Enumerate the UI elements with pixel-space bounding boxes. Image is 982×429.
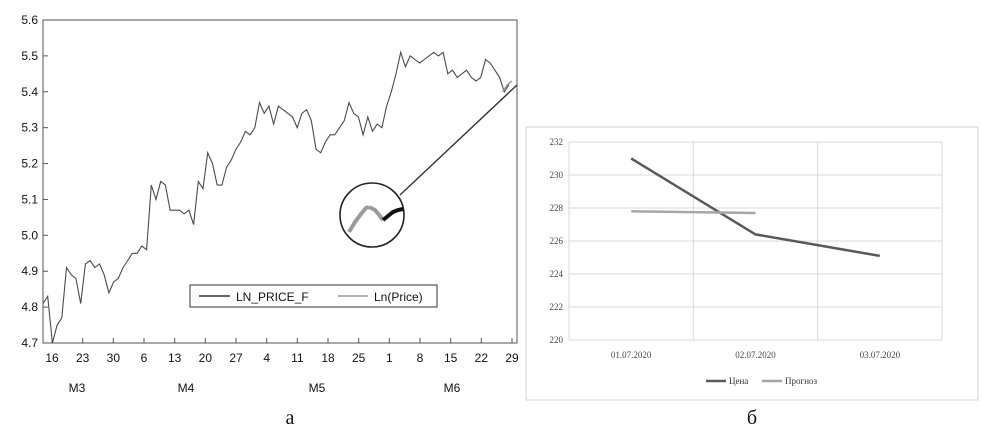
chart-b-y-axis: 220 222 224 226 228 230 232 <box>550 137 564 345</box>
chart-a-legend-box <box>189 284 438 308</box>
chart-a-month-labels: M3 M4 M5 M6 <box>69 381 461 395</box>
chart-a-x-axis: 16 23 30 6 13 20 27 4 11 18 25 1 8 15 22 29 <box>45 338 519 365</box>
x-tick-label: 13 <box>168 351 182 365</box>
x-tick-label: 11 <box>291 351 304 365</box>
y-tick-label: 232 <box>550 137 564 147</box>
series-line-cena <box>630 157 881 258</box>
zoom-pointer-line <box>399 84 518 196</box>
panel-a-label: а <box>286 407 295 429</box>
series-line-prognoz <box>631 210 756 215</box>
zoom-forecast-segment-2 <box>368 205 385 222</box>
zoom-actual-segment <box>381 207 404 222</box>
month-label: M5 <box>309 381 326 395</box>
legend-label-cena: Цена <box>729 376 748 386</box>
y-tick-label: 230 <box>550 170 564 180</box>
x-tick-label: 29 <box>505 351 519 365</box>
legend-label-prognoz: Прогноз <box>785 376 818 386</box>
x-tick-label: 01.07.2020 <box>611 350 652 360</box>
month-label: M6 <box>444 381 461 395</box>
zoom-magnifier-circle <box>339 182 405 248</box>
chart-a: 4.7 4.8 4.9 5.0 5.1 5.2 5.3 5.4 5.5 5.6 16 23 30 6 13… <box>21 13 519 429</box>
series-line-ln-price-f <box>42 50 510 344</box>
chart-b-gridlines <box>568 141 943 341</box>
y-tick-label: 226 <box>550 236 564 246</box>
y-tick-label: 224 <box>550 269 564 279</box>
chart-a-plot-frame <box>42 19 518 344</box>
zoom-forecast-segment <box>347 205 370 234</box>
panel-b-label: б <box>747 407 757 429</box>
y-tick-label: 4.9 <box>21 264 38 278</box>
month-label: M3 <box>69 381 86 395</box>
legend-label-ln-price: Ln(Price) <box>374 290 423 304</box>
x-tick-label: 02.07.2020 <box>735 350 776 360</box>
y-tick-label: 228 <box>550 203 564 213</box>
y-tick-label: 222 <box>550 302 564 312</box>
x-tick-label: 4 <box>263 351 270 365</box>
y-tick-label: 5.5 <box>21 49 38 63</box>
x-tick-label: 1 <box>386 351 393 365</box>
x-tick-label: 18 <box>321 351 335 365</box>
x-tick-label: 6 <box>141 351 148 365</box>
chart-b: 220 222 224 226 228 230 232 01.07.2020 02.07.20… <box>525 126 979 429</box>
month-label: M4 <box>178 381 195 395</box>
x-tick-label: 20 <box>199 351 213 365</box>
y-tick-label: 5.6 <box>21 13 38 27</box>
x-tick-label: 30 <box>107 351 121 365</box>
chart-b-x-axis: 01.07.2020 02.07.2020 03.07.2020 <box>611 350 901 360</box>
x-tick-label: 25 <box>352 351 366 365</box>
y-tick-label: 5.0 <box>21 228 38 242</box>
y-tick-label: 4.8 <box>21 300 38 314</box>
y-tick-label: 5.1 <box>21 192 38 206</box>
x-tick-label: 23 <box>76 351 90 365</box>
y-tick-label: 5.4 <box>21 85 38 99</box>
y-tick-label: 4.7 <box>21 336 38 350</box>
y-tick-label: 5.3 <box>21 121 38 135</box>
x-tick-label: 16 <box>45 351 59 365</box>
y-tick-label: 5.2 <box>21 157 38 171</box>
series-line-ln-price <box>502 80 513 93</box>
x-tick-label: 22 <box>475 351 489 365</box>
chart-a-series <box>42 50 513 344</box>
x-tick-label: 15 <box>444 351 458 365</box>
chart-b-frame <box>525 126 979 401</box>
x-tick-label: 27 <box>229 351 243 365</box>
legend-label-ln-price-f: LN_PRICE_F <box>236 290 309 304</box>
x-tick-label: 8 <box>417 351 424 365</box>
chart-a-y-axis: 4.7 4.8 4.9 5.0 5.1 5.2 5.3 5.4 5.5 5.6 <box>21 13 48 350</box>
y-tick-label: 220 <box>550 335 564 345</box>
chart-b-series <box>630 157 881 258</box>
x-tick-label: 03.07.2020 <box>860 350 901 360</box>
